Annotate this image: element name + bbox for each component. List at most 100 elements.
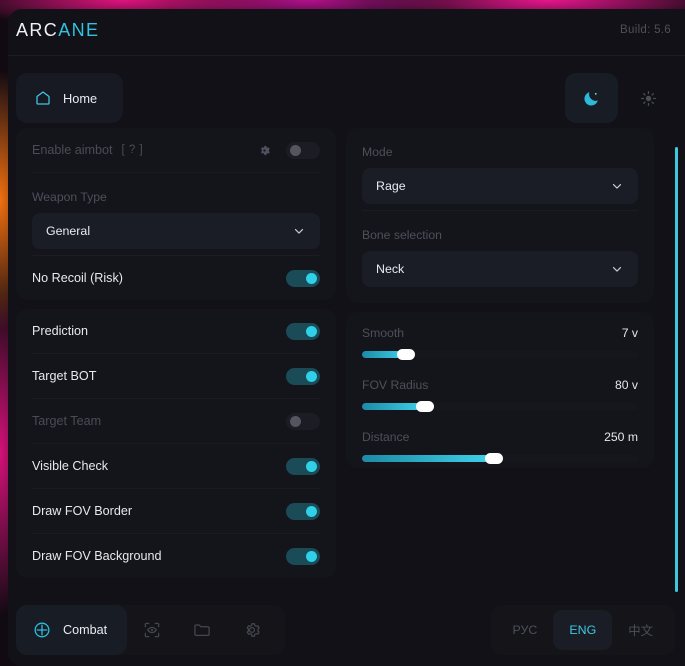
slider-track[interactable] (362, 349, 638, 360)
theme-light-button[interactable] (622, 73, 675, 123)
slider-header: Smooth 7 v (362, 326, 638, 340)
chevron-down-icon (610, 179, 624, 193)
slider-value: 7 v (621, 326, 638, 340)
theme-dark-button[interactable] (565, 73, 618, 123)
nav-item-visuals[interactable] (127, 605, 177, 655)
logo-accent: ANE (58, 20, 100, 40)
nav-item-configs[interactable] (177, 605, 227, 655)
option-toggle[interactable] (286, 547, 320, 565)
app-logo: ARCANE (16, 20, 99, 41)
divider (362, 210, 638, 211)
slider-name: Distance (362, 430, 410, 444)
option-toggle[interactable] (286, 367, 320, 385)
slider-handle[interactable] (485, 453, 504, 464)
slider-name: Smooth (362, 326, 405, 340)
row-option[interactable]: Visible Check (32, 444, 320, 489)
row-enable-aimbot[interactable]: Enable aimbot [ ? ] (32, 128, 320, 173)
slider-fill (362, 455, 495, 462)
title-bar: ARCANE Build: 5.6 (8, 9, 685, 56)
vertical-scrollbar[interactable] (675, 147, 678, 592)
targeting-card: Mode Rage Bone selection Neck (346, 128, 654, 303)
bottom-bar: Combat (8, 594, 685, 666)
bottom-nav-group: Combat (16, 605, 286, 655)
row-option[interactable]: Draw FOV Background (32, 534, 320, 578)
option-toggle[interactable] (286, 502, 320, 520)
slider-handle[interactable] (416, 401, 435, 412)
slider-track[interactable] (362, 453, 638, 464)
theme-toggle-group (565, 73, 675, 123)
toggle-knob (306, 550, 317, 562)
nav-item-settings[interactable] (227, 605, 277, 655)
no-recoil-toggle[interactable] (286, 269, 320, 287)
option-label: Target BOT (32, 369, 97, 383)
options-card: Prediction Target BOT Target Team Visible C… (16, 309, 336, 578)
row-option[interactable]: Draw FOV Border (32, 489, 320, 534)
slider-block: FOV Radius 80 v (362, 364, 638, 416)
slider-value: 250 m (604, 430, 638, 444)
weapon-type-select[interactable]: General (32, 213, 320, 249)
slider-header: Distance 250 m (362, 430, 638, 444)
option-label: Draw FOV Border (32, 504, 133, 518)
chevron-down-icon (292, 224, 306, 238)
slider-handle[interactable] (397, 349, 416, 360)
toggle-knob (290, 415, 301, 427)
row-option[interactable]: Target BOT (32, 354, 320, 399)
moon-icon (582, 89, 601, 108)
home-icon (34, 89, 52, 107)
logo-primary: ARC (16, 20, 59, 40)
toggle-knob (306, 460, 317, 472)
option-toggle[interactable] (286, 457, 320, 475)
chevron-down-icon (610, 262, 624, 276)
slider-block: Smooth 7 v (362, 312, 638, 364)
sliders-card: Smooth 7 v FOV Radius 80 v Distance 250 m (346, 312, 654, 468)
slider-name: FOV Radius (362, 378, 429, 392)
nav-item-combat-label: Combat (63, 623, 108, 637)
aimbot-card: Enable aimbot [ ? ] (16, 128, 336, 300)
tab-home-label: Home (63, 90, 98, 106)
crosshair-icon (32, 620, 52, 640)
tab-strip: Home (8, 56, 685, 128)
bone-selection-select[interactable]: Neck (362, 251, 638, 287)
language-button[interactable]: РУС (512, 623, 538, 637)
slider-fill (362, 403, 426, 410)
option-label: Prediction (32, 324, 89, 338)
toggle-knob (306, 370, 317, 382)
option-toggle[interactable] (286, 412, 320, 430)
nav-item-combat[interactable]: Combat (16, 605, 128, 655)
toggle-knob (306, 272, 317, 284)
language-button[interactable]: ENG (553, 610, 613, 650)
row-option[interactable]: Target Team (32, 399, 320, 444)
option-toggle[interactable] (286, 322, 320, 340)
weapon-type-value: General (46, 224, 91, 238)
gear-icon (242, 620, 262, 640)
mode-select[interactable]: Rage (362, 168, 638, 204)
tab-home[interactable]: Home (16, 73, 123, 123)
slider-value: 80 v (614, 378, 638, 392)
toggle-knob (290, 144, 301, 156)
slider-track[interactable] (362, 401, 638, 412)
language-button[interactable]: 中文 (628, 624, 653, 638)
enable-aimbot-toggle[interactable] (286, 141, 320, 159)
bone-selection-value: Neck (376, 262, 405, 276)
weapon-type-label: Weapon Type (32, 190, 107, 204)
sun-icon (639, 89, 658, 108)
row-no-recoil[interactable]: No Recoil (Risk) (32, 256, 320, 300)
gear-icon[interactable] (257, 143, 272, 158)
divider (32, 255, 320, 256)
left-settings-column: Enable aimbot [ ? ] (16, 128, 336, 587)
mode-label: Mode (362, 145, 393, 159)
enable-aimbot-hotkey-hint[interactable]: [ ? ] (121, 144, 144, 156)
mode-value: Rage (376, 179, 406, 193)
option-label: Draw FOV Background (32, 549, 162, 563)
no-recoil-label: No Recoil (Risk) (32, 271, 123, 285)
bone-selection-label: Bone selection (362, 228, 442, 242)
folder-icon (192, 620, 212, 640)
toggle-knob (306, 505, 317, 517)
option-label: Visible Check (32, 459, 109, 473)
row-option[interactable]: Prediction (32, 309, 320, 354)
language-selector: РУС ENG 中文 (490, 605, 675, 655)
slider-header: FOV Radius 80 v (362, 378, 638, 392)
option-label: Target Team (32, 414, 102, 428)
right-settings-column: Mode Rage Bone selection Neck (346, 128, 654, 477)
